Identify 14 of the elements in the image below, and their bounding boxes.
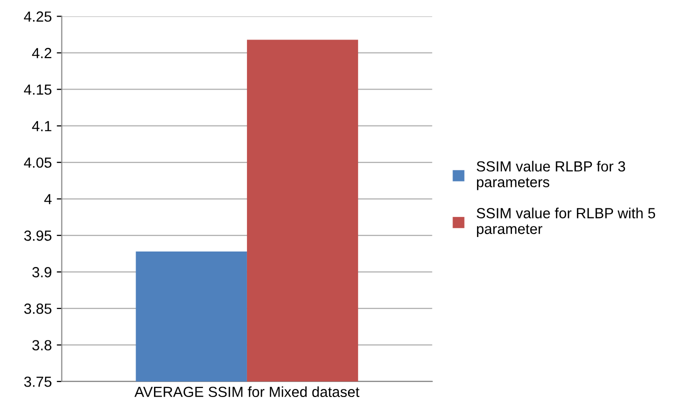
y-tick-label: 3.9 bbox=[32, 267, 52, 278]
y-tick-label: 4.05 bbox=[24, 157, 52, 168]
legend-label: SSIM value RLBP for 3 parameters bbox=[476, 160, 626, 190]
y-tick-label: 3.85 bbox=[24, 304, 52, 314]
y-tick-label: 4 bbox=[44, 194, 52, 204]
y-tick-label: 4.2 bbox=[32, 48, 52, 58]
y-tick-label: 3.95 bbox=[24, 230, 52, 241]
legend-label: SSIM value for RLBP with 5 parameter bbox=[476, 208, 656, 237]
y-tick-label: 3.8 bbox=[32, 340, 52, 350]
x-tick-label: AVERAGE SSIM for Mixed dataset bbox=[134, 386, 360, 398]
y-tick-label: 4.1 bbox=[32, 121, 52, 132]
y-tick-label: 4.25 bbox=[24, 11, 52, 22]
y-tick-label: 4.15 bbox=[24, 84, 52, 95]
y-tick-label: 3.75 bbox=[24, 376, 52, 387]
